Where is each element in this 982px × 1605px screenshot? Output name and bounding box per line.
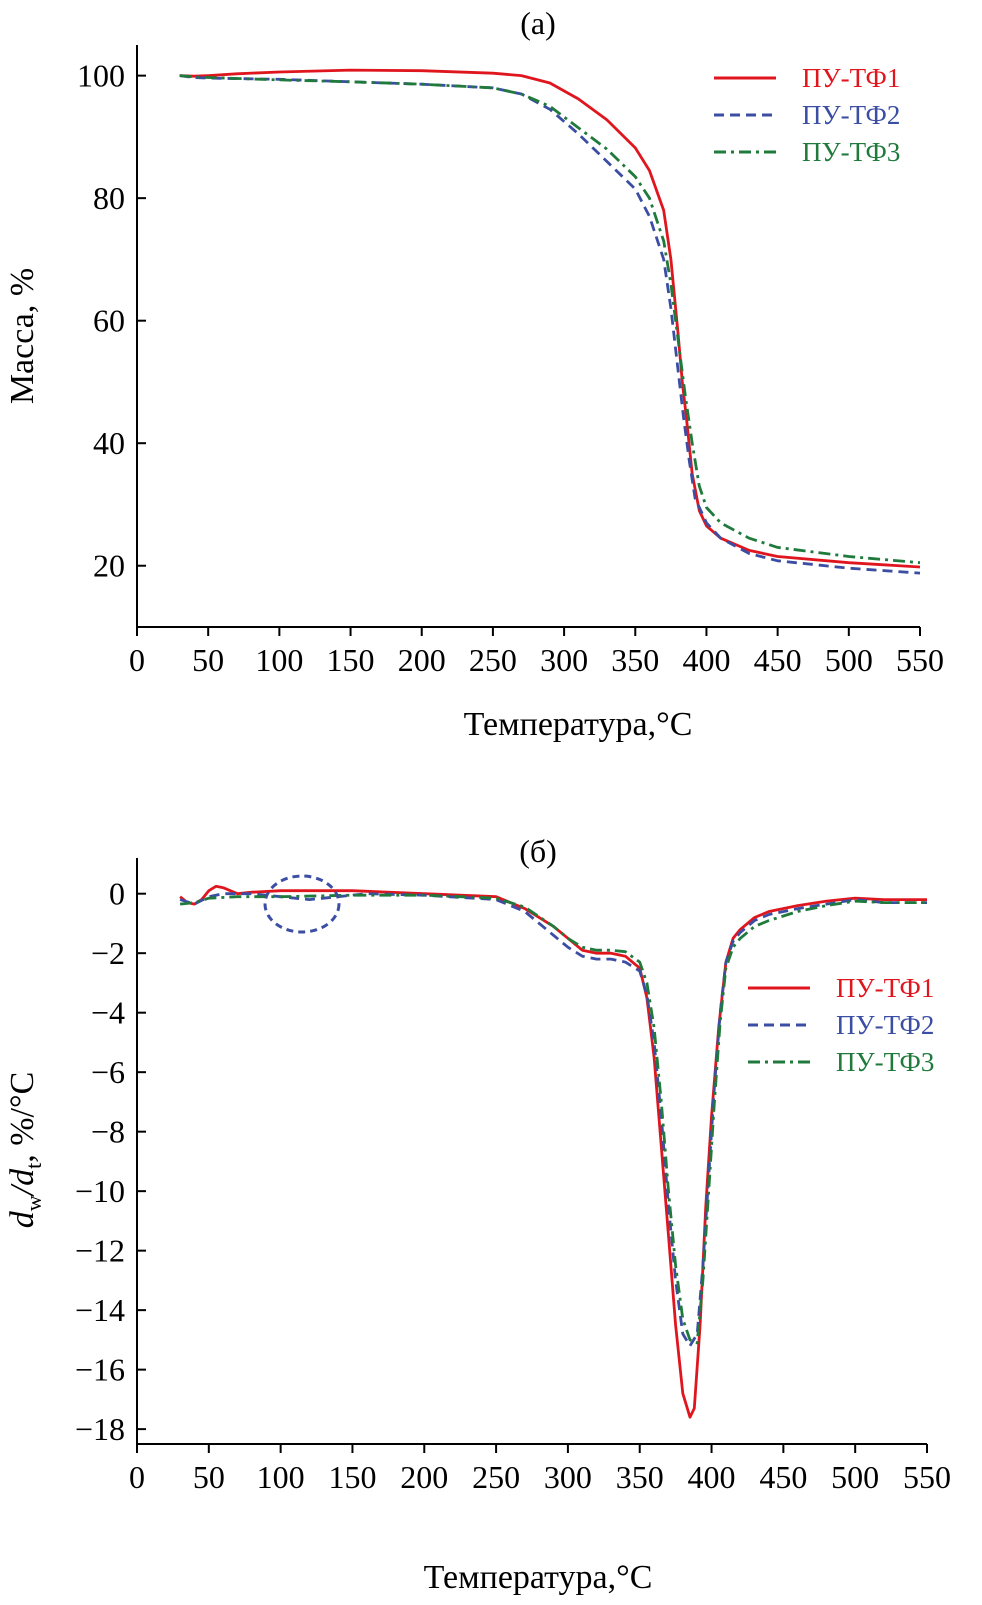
x-tick-label: 550 [903, 1459, 951, 1495]
y-tick-label: 40 [93, 425, 125, 461]
y-tick-label: 80 [93, 180, 125, 216]
x-tick-label: 150 [327, 642, 375, 678]
y-label-sub-w: w [21, 1195, 46, 1211]
highlight-circle-annotation [263, 874, 341, 934]
y-tick-label: −18 [75, 1411, 125, 1447]
panel-a-y-label: Масса, % [4, 268, 41, 404]
x-tick-label: 350 [611, 642, 659, 678]
x-tick-label: 450 [754, 642, 802, 678]
y-tick-label: 0 [109, 876, 125, 912]
y-tick-label: −8 [91, 1114, 125, 1150]
legend-label-1: ПУ-ТФ1 [836, 973, 934, 1003]
x-tick-label: 100 [257, 1459, 305, 1495]
y-label-units: , %/°C [4, 1072, 41, 1163]
x-tick-label: 350 [616, 1459, 664, 1495]
y-tick-label: 20 [93, 548, 125, 584]
panel-b-y-ticks: 0 −2 −4 −6 −8 −10 −12 −14 −16 −18 [75, 876, 146, 1447]
x-tick-label: 0 [129, 1459, 145, 1495]
panel-a-series [179, 68, 921, 575]
x-tick-label: 100 [255, 642, 303, 678]
y-tick-label: 60 [93, 303, 125, 339]
panel-b-label: (б) [519, 833, 557, 869]
panel-a-x-ticks: 0 50 100 150 200 250 300 350 400 450 500 550 [129, 627, 944, 678]
y-tick-label: 100 [77, 58, 125, 94]
panel-b-y-label: dw/dt, %/°C [4, 1072, 46, 1229]
panel-a-label: (a) [520, 5, 556, 41]
panel-a-x-label: Температура,°C [464, 706, 693, 743]
y-tick-label: −14 [75, 1292, 125, 1328]
legend-label-2: ПУ-ТФ2 [836, 1010, 934, 1040]
y-tick-label: −12 [75, 1233, 125, 1269]
series-line-3 [179, 74, 921, 565]
x-tick-label: 50 [192, 642, 224, 678]
x-tick-label: 0 [129, 642, 145, 678]
y-tick-label: −2 [91, 935, 125, 971]
series-line-2 [179, 892, 927, 1348]
x-tick-label: 450 [759, 1459, 807, 1495]
x-tick-label: 200 [400, 1459, 448, 1495]
x-tick-label: 500 [831, 1459, 879, 1495]
panel-b-legend: ПУ-ТФ1 ПУ-ТФ2 ПУ-ТФ3 [748, 973, 934, 1077]
series-line-2 [179, 74, 921, 575]
x-tick-label: 50 [193, 1459, 225, 1495]
x-tick-label: 300 [544, 1459, 592, 1495]
legend-label-1: ПУ-ТФ1 [802, 63, 900, 93]
panel-b: (б) 0 50 100 150 200 250 300 350 400 450 500 550 0−… [4, 833, 951, 1596]
x-tick-label: 200 [398, 642, 446, 678]
panel-b-x-ticks: 0 50 100 150 200 250 300 350 400 450 500 550 [129, 1444, 951, 1495]
panel-a-legend: ПУ-ТФ1 ПУ-ТФ2 ПУ-ТФ3 [714, 63, 900, 167]
y-tick-label: −4 [91, 995, 125, 1031]
legend-label-2: ПУ-ТФ2 [802, 100, 900, 130]
x-tick-label: 550 [896, 642, 944, 678]
y-label-sub-t: t [21, 1163, 46, 1169]
y-tick-label: −10 [75, 1173, 125, 1209]
x-tick-label: 500 [825, 642, 873, 678]
y-tick-label: −6 [91, 1054, 125, 1090]
y-label-d2: /d [4, 1168, 41, 1197]
legend-label-3: ПУ-ТФ3 [802, 137, 900, 167]
x-tick-label: 400 [688, 1459, 736, 1495]
series-line-3 [179, 893, 927, 1345]
x-tick-label: 250 [469, 642, 517, 678]
panel-b-series [179, 884, 927, 1419]
x-tick-label: 250 [472, 1459, 520, 1495]
panel-a: (a) 0 50 100 150 200 250 300 350 400 450 500 550 20… [4, 5, 944, 743]
panel-b-x-label: Температура,°C [424, 1559, 653, 1596]
x-tick-label: 400 [682, 642, 730, 678]
x-tick-label: 300 [540, 642, 588, 678]
panel-a-y-ticks: 20 40 60 80 100 [77, 58, 146, 584]
legend-label-3: ПУ-ТФ3 [836, 1047, 934, 1077]
y-tick-label: −16 [75, 1352, 125, 1388]
series-line-1 [179, 884, 927, 1419]
x-tick-label: 150 [328, 1459, 376, 1495]
y-label-d1: d [4, 1210, 41, 1228]
